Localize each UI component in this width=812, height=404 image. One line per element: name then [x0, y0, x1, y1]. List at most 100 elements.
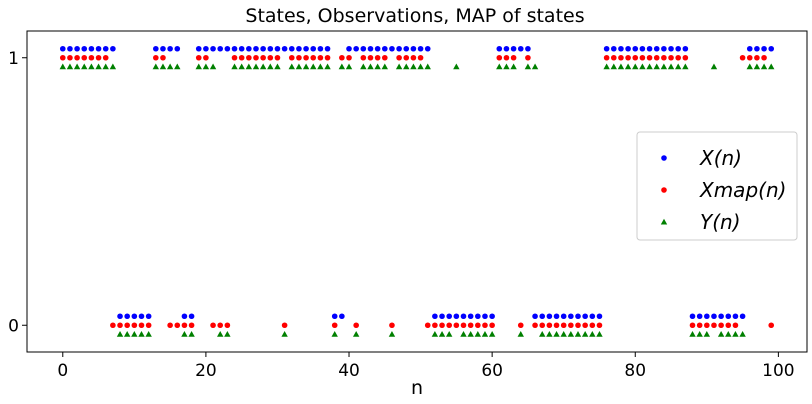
data-point — [467, 331, 474, 337]
data-point — [460, 322, 467, 329]
data-point — [596, 331, 603, 337]
data-point — [288, 54, 295, 61]
data-point — [725, 313, 732, 320]
data-point — [381, 54, 388, 61]
data-point — [131, 331, 138, 337]
data-point — [281, 331, 288, 337]
data-point — [102, 45, 109, 52]
data-point — [317, 63, 324, 70]
data-point — [166, 63, 174, 70]
data-point — [224, 45, 231, 52]
data-point — [66, 63, 74, 70]
data-point — [632, 54, 639, 61]
data-point — [510, 63, 517, 70]
data-point — [145, 331, 152, 337]
data-point — [260, 54, 266, 61]
data-point — [153, 45, 159, 52]
data-point — [668, 54, 674, 61]
data-point — [117, 322, 123, 329]
data-point — [689, 322, 696, 329]
data-point — [303, 54, 309, 61]
data-point — [217, 45, 224, 52]
legend-entry-2: Y(n) — [660, 210, 741, 234]
legend-marker — [661, 155, 667, 161]
data-point — [539, 313, 546, 320]
data-point — [195, 54, 202, 61]
series-2 — [59, 63, 775, 337]
series-0 — [59, 45, 775, 320]
data-point — [625, 45, 631, 52]
data-point — [253, 45, 259, 52]
data-point — [653, 63, 660, 70]
data-point — [653, 45, 660, 52]
data-point — [439, 313, 445, 320]
data-point — [732, 322, 739, 329]
data-point — [517, 45, 524, 52]
data-point — [739, 331, 746, 337]
legend-marker — [660, 218, 668, 225]
legend-marker — [661, 187, 667, 193]
data-point — [389, 322, 395, 329]
data-point — [524, 63, 532, 70]
data-point — [360, 63, 367, 70]
data-point — [59, 63, 66, 70]
data-point — [575, 322, 581, 329]
data-point — [210, 322, 216, 329]
data-point — [424, 45, 431, 52]
data-point — [67, 45, 73, 52]
data-point — [346, 45, 352, 52]
data-point — [338, 63, 346, 70]
data-point — [460, 313, 467, 320]
data-point — [717, 331, 725, 337]
data-point — [610, 54, 617, 61]
data-point — [195, 63, 202, 70]
data-point — [202, 63, 210, 70]
data-point — [217, 331, 224, 337]
data-point — [589, 322, 596, 329]
data-point — [632, 45, 639, 52]
data-point — [482, 322, 488, 329]
data-point — [581, 331, 589, 337]
legend-entry-1: Xmap(n) — [661, 178, 786, 202]
data-point — [188, 331, 195, 337]
data-point — [503, 45, 510, 52]
data-point — [145, 313, 152, 320]
plot-frame — [26, 30, 808, 353]
data-point — [353, 45, 359, 52]
data-point — [95, 54, 102, 61]
data-point — [381, 45, 388, 52]
data-point — [274, 54, 281, 61]
data-point — [310, 63, 317, 70]
data-point — [489, 322, 495, 329]
data-point — [74, 54, 80, 61]
data-point — [238, 54, 245, 61]
data-point — [123, 331, 131, 337]
data-point — [674, 63, 682, 70]
data-point — [496, 63, 503, 70]
data-point — [138, 331, 145, 337]
data-point — [732, 331, 739, 337]
data-point — [339, 313, 345, 320]
data-point — [345, 63, 353, 70]
data-point — [424, 322, 431, 329]
data-point — [367, 63, 374, 70]
data-point — [152, 63, 160, 70]
data-point — [331, 331, 338, 337]
data-point — [539, 322, 546, 329]
data-point — [732, 313, 739, 320]
data-point — [475, 322, 481, 329]
data-point — [575, 313, 581, 320]
data-point — [410, 45, 417, 52]
data-point — [224, 322, 231, 329]
data-point — [682, 54, 689, 61]
data-point — [489, 313, 495, 320]
data-point — [174, 45, 181, 52]
data-point — [439, 322, 445, 329]
data-point — [388, 331, 396, 337]
data-point — [396, 45, 402, 52]
data-point — [317, 54, 324, 61]
data-point — [503, 63, 510, 70]
data-point — [625, 54, 631, 61]
data-point — [596, 313, 603, 320]
data-point — [360, 45, 367, 52]
